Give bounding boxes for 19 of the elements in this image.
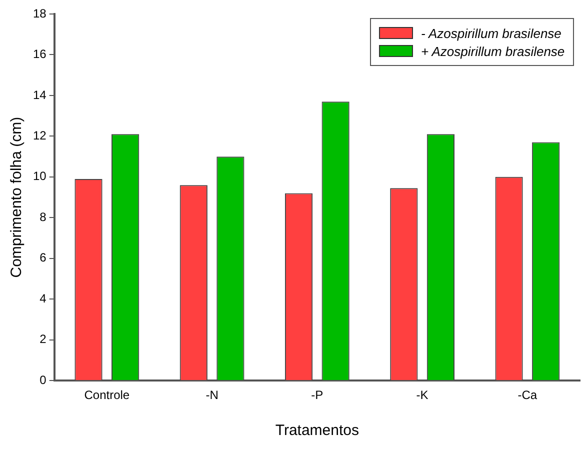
y-tick-label: 2	[40, 332, 47, 346]
y-tick-label: 4	[40, 291, 47, 306]
y-tick-label: 16	[32, 47, 47, 62]
x-axis-title: Tratamentos	[275, 422, 359, 440]
y-tick-label: 18	[32, 6, 47, 20]
y-tick-label: 14	[32, 88, 47, 102]
x-tick-label: -P	[311, 388, 324, 402]
x-tick-label: -K	[416, 388, 428, 402]
x-tick-label: -Ca	[518, 388, 538, 402]
y-axis-title: Comprimento folha (cm)	[8, 116, 26, 278]
legend-label: + Azospirillum brasilense	[421, 44, 565, 58]
y-tick-label: 12	[32, 128, 47, 143]
y-tick-label: 8	[40, 210, 47, 224]
x-tick-label: -N	[206, 388, 218, 402]
x-tick-label: Controle	[84, 388, 130, 402]
y-tick-label: 6	[40, 250, 47, 265]
y-tick-label: 10	[32, 169, 47, 184]
legend-label: - Azospirillum brasilense	[421, 26, 562, 40]
y-tick-label: 0	[40, 372, 47, 387]
